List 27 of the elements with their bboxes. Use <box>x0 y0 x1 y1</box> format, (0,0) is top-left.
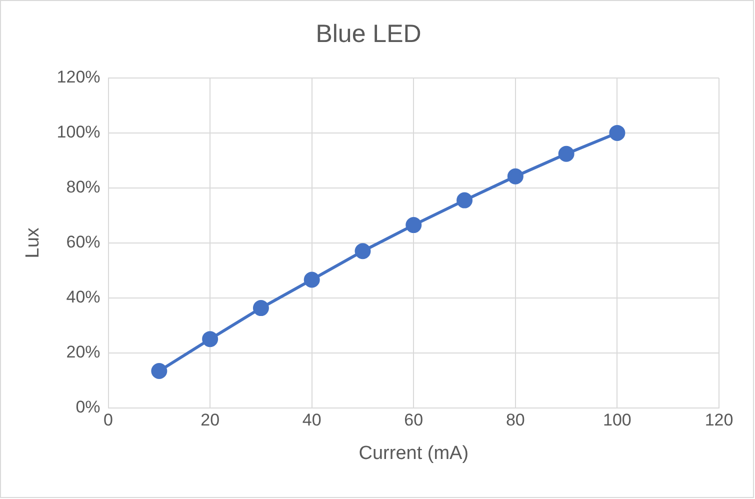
y-tick-label: 0% <box>76 397 100 416</box>
point <box>507 168 524 184</box>
y-tick-label: 40% <box>66 288 100 307</box>
y-tick-label: 120% <box>56 68 100 87</box>
x-tick-label: 100 <box>603 410 632 430</box>
y-tick-label: 60% <box>66 232 100 252</box>
point <box>558 146 574 162</box>
x-tick-label: 120 <box>704 410 734 430</box>
point <box>151 362 168 379</box>
y-tick-label: 20% <box>66 342 100 362</box>
point <box>252 300 269 316</box>
y-tick-label: 80% <box>66 178 100 197</box>
x-axis-title: Current (mA) <box>358 442 469 464</box>
x-tick-label: 0 <box>104 410 114 430</box>
x-tick-label: 40 <box>302 410 322 430</box>
point <box>202 331 218 348</box>
point <box>354 243 371 260</box>
chart-title: Blue LED <box>316 20 422 48</box>
y-axis-title: Lux <box>22 227 44 258</box>
point <box>609 124 626 141</box>
point <box>304 272 320 288</box>
y-tick-label: 100% <box>56 122 100 142</box>
point <box>406 217 422 234</box>
point <box>456 192 473 208</box>
x-tick-label: 20 <box>200 410 220 430</box>
x-tick-label: 60 <box>404 410 424 430</box>
x-tick-label: 80 <box>506 410 525 430</box>
